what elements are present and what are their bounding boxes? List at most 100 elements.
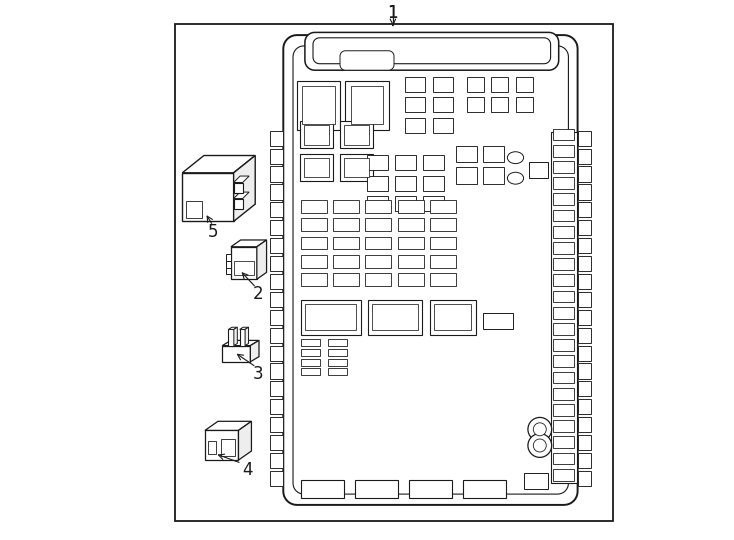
Polygon shape (302, 86, 335, 124)
Polygon shape (515, 77, 533, 92)
Polygon shape (366, 218, 391, 231)
Polygon shape (578, 453, 591, 468)
Polygon shape (553, 210, 574, 221)
Polygon shape (208, 441, 216, 454)
Polygon shape (553, 258, 574, 270)
Polygon shape (463, 480, 506, 498)
Polygon shape (226, 254, 231, 261)
Polygon shape (270, 220, 283, 235)
Polygon shape (233, 199, 243, 210)
Polygon shape (553, 193, 574, 205)
Polygon shape (578, 220, 591, 235)
Polygon shape (182, 156, 255, 173)
Polygon shape (404, 77, 425, 92)
Polygon shape (395, 155, 415, 170)
Polygon shape (578, 346, 591, 361)
Polygon shape (270, 328, 283, 343)
Polygon shape (270, 310, 283, 325)
Polygon shape (578, 202, 591, 218)
Polygon shape (257, 240, 266, 279)
Polygon shape (529, 162, 548, 178)
Circle shape (534, 439, 546, 452)
Polygon shape (270, 381, 283, 396)
Polygon shape (553, 274, 574, 286)
Polygon shape (553, 145, 574, 157)
Polygon shape (398, 255, 424, 268)
Polygon shape (553, 420, 574, 432)
Polygon shape (221, 440, 235, 456)
Polygon shape (301, 480, 344, 498)
Polygon shape (301, 349, 320, 356)
Polygon shape (553, 129, 574, 140)
Polygon shape (333, 255, 359, 268)
Polygon shape (430, 218, 456, 231)
Polygon shape (578, 184, 591, 199)
Polygon shape (355, 480, 399, 498)
Polygon shape (301, 368, 320, 375)
Polygon shape (430, 200, 456, 213)
Polygon shape (340, 154, 374, 181)
Polygon shape (351, 86, 383, 124)
Polygon shape (233, 183, 243, 193)
Polygon shape (305, 32, 559, 70)
Polygon shape (433, 118, 454, 133)
Polygon shape (483, 167, 504, 184)
Polygon shape (333, 237, 359, 249)
Polygon shape (344, 158, 369, 177)
Polygon shape (293, 46, 568, 494)
Polygon shape (578, 292, 591, 307)
Polygon shape (328, 368, 347, 375)
Polygon shape (333, 273, 359, 286)
Polygon shape (301, 300, 360, 335)
Polygon shape (424, 155, 443, 170)
Polygon shape (366, 273, 391, 286)
Text: 2: 2 (252, 285, 264, 303)
Polygon shape (270, 471, 283, 486)
Polygon shape (226, 267, 231, 274)
Polygon shape (328, 359, 347, 366)
Polygon shape (398, 218, 424, 231)
Polygon shape (270, 202, 283, 218)
Polygon shape (553, 291, 574, 302)
Polygon shape (270, 131, 283, 146)
Polygon shape (301, 218, 327, 231)
Polygon shape (395, 196, 415, 211)
Polygon shape (424, 196, 443, 211)
Polygon shape (553, 323, 574, 335)
Polygon shape (301, 255, 327, 268)
Polygon shape (368, 300, 422, 335)
Polygon shape (467, 97, 484, 112)
Polygon shape (398, 273, 424, 286)
Polygon shape (222, 346, 250, 362)
Polygon shape (205, 430, 239, 460)
Polygon shape (553, 242, 574, 254)
Polygon shape (305, 304, 356, 330)
Polygon shape (553, 436, 574, 448)
Polygon shape (367, 176, 388, 191)
Polygon shape (398, 200, 424, 213)
Ellipse shape (507, 172, 523, 184)
Polygon shape (578, 363, 591, 379)
Polygon shape (578, 310, 591, 325)
Polygon shape (270, 274, 283, 289)
Polygon shape (456, 146, 476, 162)
Polygon shape (301, 200, 327, 213)
Polygon shape (553, 226, 574, 238)
Polygon shape (233, 192, 249, 199)
Polygon shape (424, 176, 443, 191)
Polygon shape (245, 327, 249, 346)
Polygon shape (553, 388, 574, 400)
Polygon shape (186, 200, 202, 218)
Polygon shape (299, 154, 333, 181)
Polygon shape (270, 238, 283, 253)
Polygon shape (304, 125, 329, 145)
Polygon shape (233, 156, 255, 221)
Polygon shape (270, 184, 283, 199)
Polygon shape (328, 349, 347, 356)
Polygon shape (578, 399, 591, 414)
Polygon shape (483, 146, 504, 162)
Polygon shape (367, 155, 388, 170)
Polygon shape (340, 51, 394, 70)
Polygon shape (578, 471, 591, 486)
Polygon shape (404, 118, 425, 133)
